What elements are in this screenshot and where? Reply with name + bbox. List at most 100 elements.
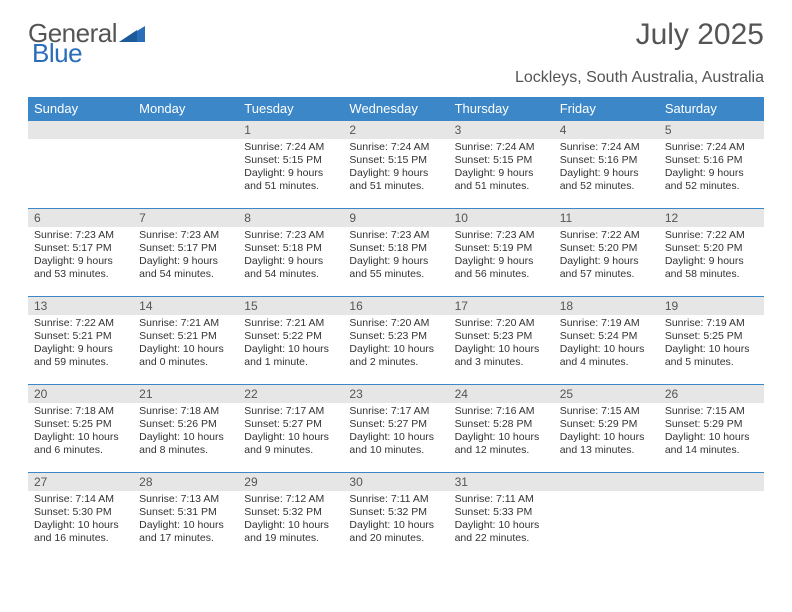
day-details: Sunrise: 7:23 AMSunset: 5:19 PMDaylight:… [449,227,554,286]
day-number: 4 [554,121,659,139]
calendar-day-cell: 15Sunrise: 7:21 AMSunset: 5:22 PMDayligh… [238,297,343,385]
calendar-week-row: 13Sunrise: 7:22 AMSunset: 5:21 PMDayligh… [28,297,764,385]
calendar-day-cell: 19Sunrise: 7:19 AMSunset: 5:25 PMDayligh… [659,297,764,385]
day-details: Sunrise: 7:24 AMSunset: 5:15 PMDaylight:… [238,139,343,198]
day-number: 31 [449,473,554,491]
calendar-day-cell: 1Sunrise: 7:24 AMSunset: 5:15 PMDaylight… [238,121,343,209]
day-number: 26 [659,385,764,403]
calendar-body: 1Sunrise: 7:24 AMSunset: 5:15 PMDaylight… [28,121,764,561]
logo-triangle-icon [119,24,145,44]
calendar-day-cell: 9Sunrise: 7:23 AMSunset: 5:18 PMDaylight… [343,209,448,297]
day-header: Thursday [449,97,554,121]
day-number: 27 [28,473,133,491]
calendar-day-cell: 24Sunrise: 7:16 AMSunset: 5:28 PMDayligh… [449,385,554,473]
day-header: Saturday [659,97,764,121]
calendar-day-cell: 29Sunrise: 7:12 AMSunset: 5:32 PMDayligh… [238,473,343,561]
day-details: Sunrise: 7:14 AMSunset: 5:30 PMDaylight:… [28,491,133,550]
day-number-empty [133,121,238,139]
day-header: Wednesday [343,97,448,121]
day-header: Monday [133,97,238,121]
calendar-table: SundayMondayTuesdayWednesdayThursdayFrid… [28,97,764,561]
day-details: Sunrise: 7:24 AMSunset: 5:15 PMDaylight:… [449,139,554,198]
day-header-row: SundayMondayTuesdayWednesdayThursdayFrid… [28,97,764,121]
calendar-day-cell: 18Sunrise: 7:19 AMSunset: 5:24 PMDayligh… [554,297,659,385]
day-number: 9 [343,209,448,227]
day-details: Sunrise: 7:20 AMSunset: 5:23 PMDaylight:… [343,315,448,374]
day-number: 13 [28,297,133,315]
day-number: 28 [133,473,238,491]
calendar-day-cell: 2Sunrise: 7:24 AMSunset: 5:15 PMDaylight… [343,121,448,209]
day-number: 30 [343,473,448,491]
calendar-day-cell: 7Sunrise: 7:23 AMSunset: 5:17 PMDaylight… [133,209,238,297]
calendar-head: SundayMondayTuesdayWednesdayThursdayFrid… [28,97,764,121]
day-details: Sunrise: 7:16 AMSunset: 5:28 PMDaylight:… [449,403,554,462]
calendar-day-cell: 22Sunrise: 7:17 AMSunset: 5:27 PMDayligh… [238,385,343,473]
day-details: Sunrise: 7:12 AMSunset: 5:32 PMDaylight:… [238,491,343,550]
day-number: 25 [554,385,659,403]
day-details: Sunrise: 7:22 AMSunset: 5:20 PMDaylight:… [659,227,764,286]
day-details: Sunrise: 7:22 AMSunset: 5:20 PMDaylight:… [554,227,659,286]
calendar-day-cell: 17Sunrise: 7:20 AMSunset: 5:23 PMDayligh… [449,297,554,385]
day-details: Sunrise: 7:24 AMSunset: 5:16 PMDaylight:… [554,139,659,198]
calendar-day-cell: 27Sunrise: 7:14 AMSunset: 5:30 PMDayligh… [28,473,133,561]
day-number: 1 [238,121,343,139]
day-details: Sunrise: 7:11 AMSunset: 5:32 PMDaylight:… [343,491,448,550]
calendar-day-cell: 26Sunrise: 7:15 AMSunset: 5:29 PMDayligh… [659,385,764,473]
calendar-day-cell: 25Sunrise: 7:15 AMSunset: 5:29 PMDayligh… [554,385,659,473]
day-number: 12 [659,209,764,227]
calendar-week-row: 6Sunrise: 7:23 AMSunset: 5:17 PMDaylight… [28,209,764,297]
day-number: 18 [554,297,659,315]
calendar-day-cell: 11Sunrise: 7:22 AMSunset: 5:20 PMDayligh… [554,209,659,297]
day-number: 21 [133,385,238,403]
day-details: Sunrise: 7:18 AMSunset: 5:25 PMDaylight:… [28,403,133,462]
calendar-day-cell: 31Sunrise: 7:11 AMSunset: 5:33 PMDayligh… [449,473,554,561]
day-header: Sunday [28,97,133,121]
day-number: 2 [343,121,448,139]
calendar-day-cell: 23Sunrise: 7:17 AMSunset: 5:27 PMDayligh… [343,385,448,473]
calendar-day-cell: 20Sunrise: 7:18 AMSunset: 5:25 PMDayligh… [28,385,133,473]
calendar-day-cell: 14Sunrise: 7:21 AMSunset: 5:21 PMDayligh… [133,297,238,385]
day-number-empty [28,121,133,139]
calendar-empty-cell [554,473,659,561]
day-details: Sunrise: 7:11 AMSunset: 5:33 PMDaylight:… [449,491,554,550]
calendar-day-cell: 12Sunrise: 7:22 AMSunset: 5:20 PMDayligh… [659,209,764,297]
calendar-day-cell: 28Sunrise: 7:13 AMSunset: 5:31 PMDayligh… [133,473,238,561]
calendar-day-cell: 8Sunrise: 7:23 AMSunset: 5:18 PMDaylight… [238,209,343,297]
day-details: Sunrise: 7:15 AMSunset: 5:29 PMDaylight:… [659,403,764,462]
calendar-day-cell: 5Sunrise: 7:24 AMSunset: 5:16 PMDaylight… [659,121,764,209]
day-number: 19 [659,297,764,315]
day-number: 23 [343,385,448,403]
day-number: 14 [133,297,238,315]
day-details: Sunrise: 7:24 AMSunset: 5:15 PMDaylight:… [343,139,448,198]
calendar-day-cell: 4Sunrise: 7:24 AMSunset: 5:16 PMDaylight… [554,121,659,209]
calendar-day-cell: 10Sunrise: 7:23 AMSunset: 5:19 PMDayligh… [449,209,554,297]
day-number: 5 [659,121,764,139]
day-details: Sunrise: 7:21 AMSunset: 5:21 PMDaylight:… [133,315,238,374]
day-details: Sunrise: 7:17 AMSunset: 5:27 PMDaylight:… [238,403,343,462]
day-details: Sunrise: 7:23 AMSunset: 5:17 PMDaylight:… [133,227,238,286]
day-number: 29 [238,473,343,491]
day-number: 15 [238,297,343,315]
day-number: 10 [449,209,554,227]
calendar-week-row: 27Sunrise: 7:14 AMSunset: 5:30 PMDayligh… [28,473,764,561]
day-number: 11 [554,209,659,227]
calendar-day-cell: 13Sunrise: 7:22 AMSunset: 5:21 PMDayligh… [28,297,133,385]
calendar-day-cell: 21Sunrise: 7:18 AMSunset: 5:26 PMDayligh… [133,385,238,473]
day-details: Sunrise: 7:22 AMSunset: 5:21 PMDaylight:… [28,315,133,374]
day-number: 20 [28,385,133,403]
calendar-week-row: 20Sunrise: 7:18 AMSunset: 5:25 PMDayligh… [28,385,764,473]
calendar-day-cell: 3Sunrise: 7:24 AMSunset: 5:15 PMDaylight… [449,121,554,209]
day-details: Sunrise: 7:24 AMSunset: 5:16 PMDaylight:… [659,139,764,198]
day-number: 6 [28,209,133,227]
day-number: 16 [343,297,448,315]
calendar-empty-cell [28,121,133,209]
calendar-empty-cell [659,473,764,561]
day-number: 17 [449,297,554,315]
day-number: 24 [449,385,554,403]
day-details: Sunrise: 7:23 AMSunset: 5:18 PMDaylight:… [238,227,343,286]
day-number: 7 [133,209,238,227]
calendar-day-cell: 16Sunrise: 7:20 AMSunset: 5:23 PMDayligh… [343,297,448,385]
day-number: 3 [449,121,554,139]
page-title: July 2025 [636,18,764,52]
day-details: Sunrise: 7:17 AMSunset: 5:27 PMDaylight:… [343,403,448,462]
